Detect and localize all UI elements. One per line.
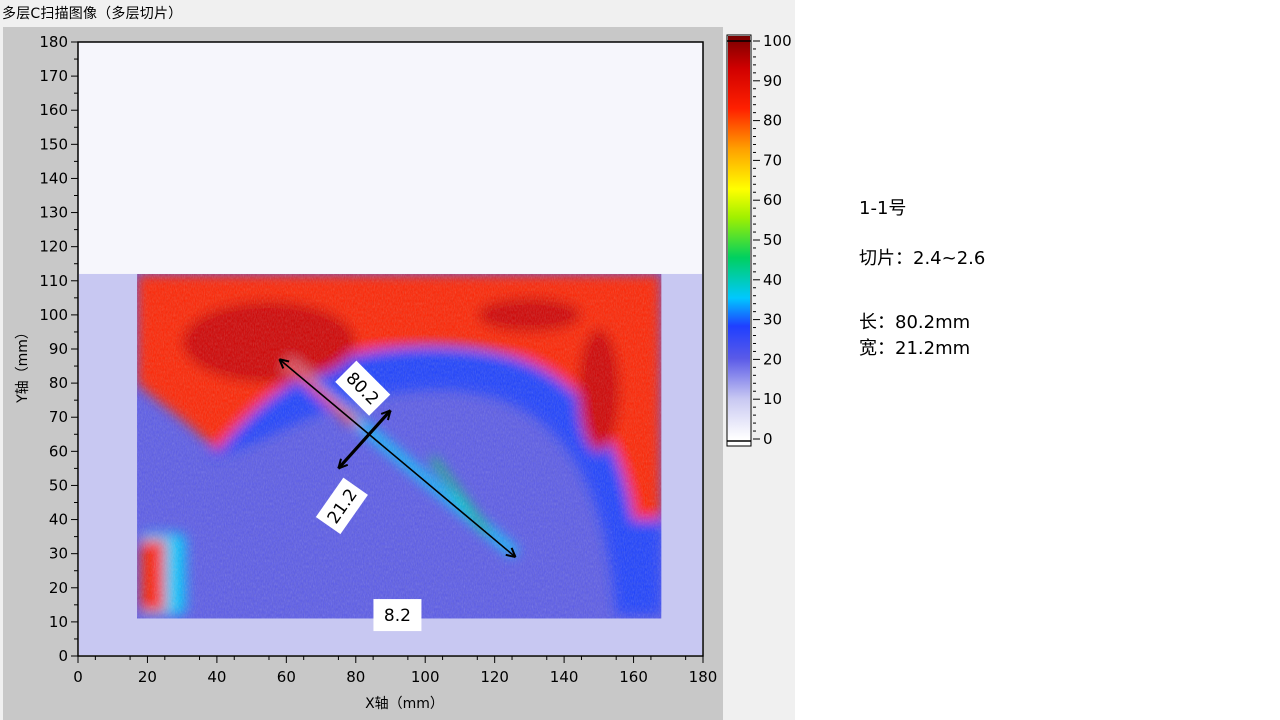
colorbar-tick-label: 20 — [763, 350, 782, 368]
dimension-annotation: 21.2 — [315, 409, 392, 535]
y-tick-label: 0 — [58, 647, 68, 665]
colorbar-tick-label: 40 — [763, 271, 782, 289]
x-tick-label: 20 — [138, 668, 157, 686]
y-tick-label: 20 — [49, 579, 68, 597]
width-value: 宽：21.2mm — [859, 338, 971, 359]
arrow-head — [337, 458, 349, 470]
panel-title: 多层C扫描图像（多层切片） — [2, 6, 183, 22]
annotations: 80.221.28.2 — [278, 358, 517, 632]
y-tick-label: 50 — [49, 476, 68, 494]
colorbar-tick-label: 60 — [763, 191, 782, 209]
heatmap-image — [79, 273, 702, 655]
y-tick-label: 130 — [39, 204, 68, 222]
y-tick-label: 70 — [49, 408, 68, 426]
colorbar-tick-label: 0 — [763, 430, 773, 448]
y-tick-label: 140 — [39, 169, 68, 187]
y-tick-label: 30 — [49, 545, 68, 563]
c-scan-panel: 多层C扫描图像（多层切片） 80.2 21.2 8.2 0 10 20 30 40 50 60 7… — [0, 0, 795, 720]
y-tick-label: 180 — [39, 33, 68, 51]
y-tick-label: 10 — [49, 613, 68, 631]
y-tick-label: 90 — [49, 340, 68, 358]
y-tick-label: 80 — [49, 374, 68, 392]
x-tick-label: 160 — [619, 668, 648, 686]
colorbar-gradient — [728, 36, 750, 439]
x-tick-label: 140 — [550, 668, 579, 686]
arrow-head — [278, 358, 290, 369]
x-axis-title: X轴（mm） — [365, 696, 444, 712]
y-tick-label: 160 — [39, 101, 68, 119]
label-box — [315, 477, 368, 535]
dimension-line — [337, 409, 392, 470]
arrow-head — [505, 547, 517, 559]
y-tick-label: 100 — [39, 306, 68, 324]
dimension-annotation: 8.2 — [373, 599, 422, 632]
label-box — [373, 599, 422, 632]
colorbar: 0 10 20 30 40 50 60 70 80 90 100 — [726, 32, 792, 448]
x-tick-label: 180 — [689, 668, 718, 686]
y-tick-label: 150 — [39, 135, 68, 153]
x-tick-label: 80 — [346, 668, 365, 686]
dimension-line — [278, 358, 517, 558]
y-tick-label: 120 — [39, 238, 68, 256]
colorbar-tick-label: 90 — [763, 72, 782, 90]
colorbar-tick-label: 70 — [763, 151, 782, 169]
arrow-head — [380, 409, 392, 421]
x-tick-label: 100 — [411, 668, 440, 686]
scan-texture — [137, 273, 662, 619]
y-tick-label: 40 — [49, 511, 68, 529]
label-box — [335, 360, 391, 416]
specimen-region — [137, 273, 662, 619]
y-axis-title: Y轴（mm） — [15, 325, 31, 404]
colorbar-tick-label: 30 — [763, 311, 782, 329]
colorbar-tick-label: 100 — [763, 32, 792, 50]
x-tick-label: 0 — [73, 668, 83, 686]
y-tick-label: 110 — [39, 272, 68, 290]
specimen-label: 1-1号 — [859, 198, 907, 219]
slice-range: 切片：2.4~2.6 — [859, 248, 986, 269]
x-tick-label: 120 — [480, 668, 509, 686]
notes-panel: 1-1号 切片：2.4~2.6 长：80.2mm 宽：21.2mm — [859, 196, 985, 362]
x-tick-label: 60 — [277, 668, 296, 686]
colorbar-tick-label: 10 — [763, 390, 782, 408]
y-tick-label: 60 — [49, 442, 68, 460]
colorbar-tick-label: 50 — [763, 231, 782, 249]
c-scan-chart[interactable]: 80.221.28.2 0102030405060708090100110120… — [0, 0, 795, 720]
length-value: 长：80.2mm — [859, 312, 971, 333]
dimension-value: 8.2 — [384, 606, 411, 626]
y-tick-label: 170 — [39, 67, 68, 85]
axes: 0 10 20 30 40 50 60 70 80 90 100 110 120 130 140 150 160… — [39, 33, 717, 686]
x-tick-label: 40 — [207, 668, 226, 686]
colorbar-tick-label: 80 — [763, 112, 782, 130]
